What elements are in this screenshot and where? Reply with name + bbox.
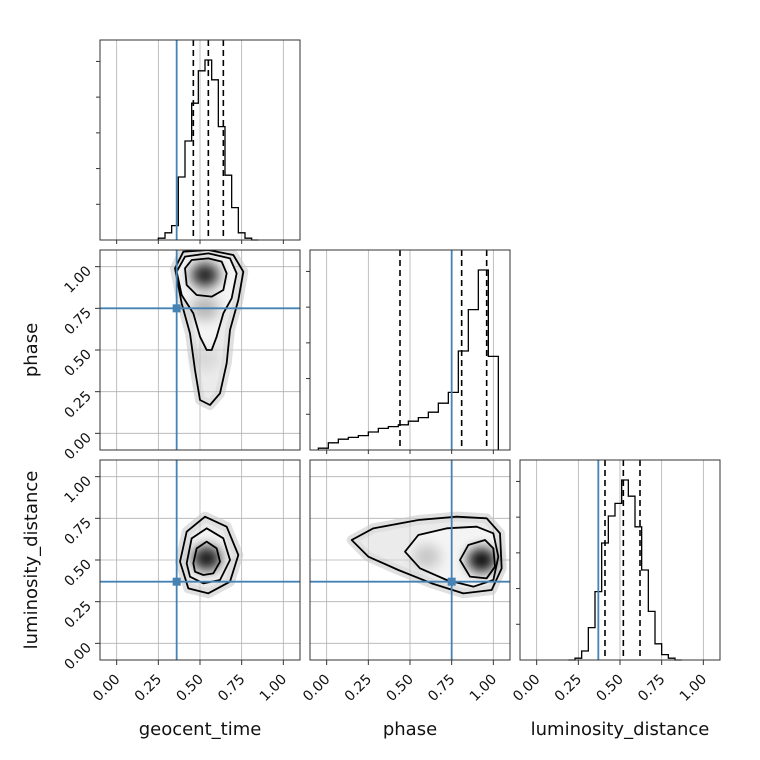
x-tick-label: 0.50	[173, 672, 206, 705]
contour-level-1	[184, 257, 228, 298]
contour-level-3	[174, 250, 245, 406]
panel-geocent_time-geocent_time	[96, 39, 301, 241]
y-tick-label: 0.25	[61, 598, 94, 631]
y-tick-label: 0.25	[61, 388, 94, 421]
y-tick-label: 0.50	[61, 347, 94, 380]
x-tick-label: 0.25	[132, 672, 165, 705]
panel-content	[100, 460, 300, 660]
x-tick-label: 0.25	[552, 672, 585, 705]
truth-marker	[172, 577, 181, 586]
y-tick-label: 0.00	[61, 430, 94, 463]
x-tick-label: 0.00	[510, 672, 543, 705]
x-tick-label: 0.00	[300, 672, 333, 705]
x-axis-title-geocent_time: geocent_time	[139, 719, 262, 740]
y-axis-title-phase: phase	[21, 323, 42, 377]
density-peak	[191, 346, 219, 371]
contour-level-1	[459, 539, 496, 580]
panel-luminosity_distance-phase	[309, 459, 511, 661]
x-tick-label: 0.75	[635, 672, 668, 705]
density-peak	[412, 544, 441, 569]
x-tick-label: 0.25	[342, 672, 375, 705]
x-tick-label: 1.00	[467, 672, 500, 705]
y-tick-label: 0.00	[61, 640, 94, 673]
panel-luminosity_distance-luminosity_distance	[516, 459, 721, 661]
y-tick-label: 1.00	[61, 473, 94, 506]
density-peak	[192, 546, 221, 571]
panel-phase-geocent_time	[99, 249, 301, 451]
x-axis-title-luminosity_distance: luminosity_distance	[531, 719, 710, 740]
y-tick-label: 0.75	[61, 515, 94, 548]
x-tick-label: 0.00	[90, 672, 123, 705]
x-tick-label: 0.75	[425, 672, 458, 705]
density-peak	[467, 548, 496, 572]
contour-level-3	[350, 515, 503, 595]
panel-content	[310, 460, 510, 660]
truth-marker	[172, 304, 181, 313]
panel-luminosity_distance-geocent_time	[99, 459, 301, 661]
x-axis-title-phase: phase	[383, 719, 437, 740]
x-tick-label: 1.00	[677, 672, 710, 705]
contour-level-2	[175, 252, 238, 351]
density-peak	[191, 263, 219, 287]
contour-level-3	[179, 515, 240, 595]
panel-content	[100, 250, 300, 450]
contour-level-2	[404, 525, 500, 588]
histogram-geocent_time	[157, 59, 259, 241]
x-tick-label: 0.50	[593, 672, 626, 705]
y-tick-label: 1.00	[61, 263, 94, 296]
contour-level-2	[185, 527, 231, 585]
contour-level-1	[192, 540, 221, 576]
y-tick-label: 0.50	[61, 557, 94, 590]
histogram-luminosity_distance	[568, 479, 682, 661]
histogram-phase	[317, 269, 499, 450]
truth-marker	[447, 577, 456, 586]
x-tick-label: 0.75	[215, 672, 248, 705]
y-tick-label: 0.75	[61, 305, 94, 338]
panel-phase-phase	[306, 249, 511, 451]
y-axis-title-luminosity_distance: luminosity_distance	[21, 471, 42, 650]
x-tick-label: 1.00	[257, 672, 290, 705]
x-tick-label: 0.50	[383, 672, 416, 705]
